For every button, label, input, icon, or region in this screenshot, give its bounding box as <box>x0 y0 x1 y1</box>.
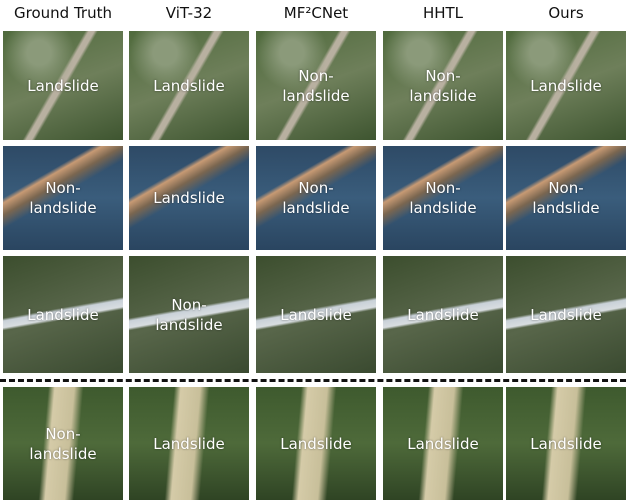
prediction-label: Landslide <box>148 76 230 96</box>
image-tile: Landslide <box>383 256 503 373</box>
prediction-label: Non-landslide <box>402 178 484 218</box>
prediction-label: Non-landslide <box>22 424 104 464</box>
image-tile: Non-landslide <box>3 146 123 250</box>
column-header: Ours <box>505 4 626 22</box>
column-header: MF²CNet <box>255 4 377 22</box>
image-tile: Non-landslide <box>383 31 503 140</box>
prediction-label: Non-landslide <box>275 66 357 106</box>
image-tile: Landslide <box>256 387 376 500</box>
prediction-label: Non-landslide <box>525 178 607 218</box>
prediction-label: Landslide <box>525 434 607 454</box>
image-tile: Non-landslide <box>256 146 376 250</box>
image-tile: Landslide <box>506 256 626 373</box>
column-header: ViT-32 <box>128 4 250 22</box>
image-tile: Landslide <box>3 256 123 373</box>
prediction-label: Non-landslide <box>402 66 484 106</box>
separator <box>0 379 626 382</box>
image-tile: Landslide <box>129 31 249 140</box>
prediction-label: Landslide <box>148 188 230 208</box>
image-tile: Non-landslide <box>256 31 376 140</box>
image-tile: Landslide <box>129 387 249 500</box>
prediction-label: Non-landslide <box>148 295 230 335</box>
figure: Ground TruthViT-32 MF²CNet HHTLOurs Landsli… <box>0 0 626 501</box>
prediction-label: Landslide <box>525 305 607 325</box>
prediction-label: Non-landslide <box>22 178 104 218</box>
prediction-label: Landslide <box>525 76 607 96</box>
image-tile: Landslide <box>3 31 123 140</box>
image-tile: Non-landslide <box>383 146 503 250</box>
image-tile: Landslide <box>383 387 503 500</box>
prediction-label: Landslide <box>275 305 357 325</box>
image-tile: Non-landslide <box>506 146 626 250</box>
image-tile: Non-landslide <box>129 256 249 373</box>
image-tile: Non-landslide <box>3 387 123 500</box>
prediction-label: Landslide <box>275 434 357 454</box>
image-tile: Landslide <box>506 31 626 140</box>
prediction-label: Landslide <box>402 434 484 454</box>
image-tile: Landslide <box>256 256 376 373</box>
image-tile: Landslide <box>129 146 249 250</box>
prediction-label: Landslide <box>22 305 104 325</box>
image-tile: Landslide <box>506 387 626 500</box>
prediction-label: Landslide <box>22 76 104 96</box>
column-header: Ground Truth <box>2 4 124 22</box>
prediction-label: Landslide <box>148 434 230 454</box>
prediction-label: Landslide <box>402 305 484 325</box>
column-header: HHTL <box>382 4 504 22</box>
prediction-label: Non-landslide <box>275 178 357 218</box>
